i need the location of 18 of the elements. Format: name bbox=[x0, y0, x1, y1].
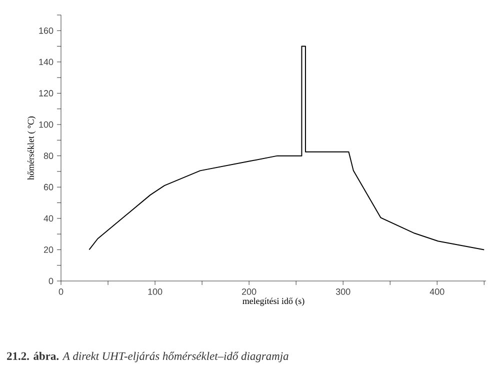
y-tick-label: 60 bbox=[44, 184, 54, 190]
x-tick-label: 300 bbox=[336, 288, 350, 295]
line-series bbox=[88, 46, 485, 250]
x-tick-label: 200 bbox=[242, 288, 256, 295]
y-tick-label: 20 bbox=[44, 246, 54, 253]
y-tick-label: 80 bbox=[44, 152, 54, 159]
y-tick-label: 100 bbox=[39, 121, 54, 128]
x-tick-label: 400 bbox=[430, 288, 444, 295]
x-axis-title: melegítési idő (s) bbox=[242, 298, 304, 306]
x-tick-label: 100 bbox=[148, 288, 162, 295]
y-tick-label: 0 bbox=[48, 278, 54, 284]
y-tick-label: 160 bbox=[39, 27, 54, 34]
y-tick-label: 120 bbox=[39, 90, 54, 96]
y-tick-label: 40 bbox=[44, 215, 54, 222]
y-axis-title: hőmérséklet ( °C) bbox=[28, 116, 36, 180]
x-tick-label: 0 bbox=[58, 288, 64, 295]
text: 21.2. ábra. A direkt UHT-eljárás hőmérséklet–idő diagramja bbox=[7, 352, 288, 362]
y-tick-label: 140 bbox=[39, 58, 54, 66]
